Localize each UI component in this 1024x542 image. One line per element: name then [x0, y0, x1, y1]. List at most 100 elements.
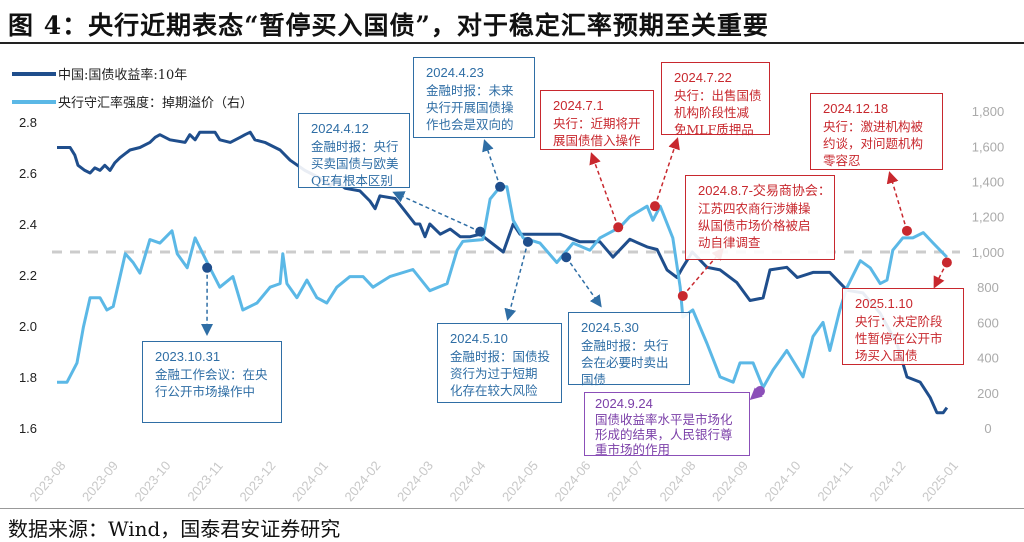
annotation-marker [754, 386, 765, 397]
annotation-date: 2023.10.31 [155, 349, 221, 364]
annotation-date: 2024.5.30 [581, 320, 639, 335]
annotation-text: 会在必要时卖出 [581, 355, 669, 370]
x-axis-tick-label: 2024-10 [761, 458, 803, 504]
annotation-text: 形成的结果，人民银行尊 [595, 427, 733, 442]
annotation-date: 2024.5.10 [450, 331, 508, 346]
annotation-date: 2024.4.23 [426, 65, 484, 80]
x-axis-tick-label: 2024-05 [499, 458, 541, 504]
left-axis-tick-label: 1.6 [19, 421, 37, 436]
right-axis-tick-label: 1,800 [972, 104, 1005, 119]
annotation-marker [495, 181, 506, 192]
annotation-text: 化存在较大风险 [450, 383, 538, 398]
annotation-box: 2024.5.10 金融时报：国债投 资行为过于短期 化存在较大风险 [437, 323, 562, 403]
right-axis-tick-label: 800 [977, 280, 999, 295]
annotation-text: 金融工作会议：在央 [155, 367, 268, 382]
x-axis-tick-label: 2023-09 [79, 458, 121, 504]
annotation-text: QE有根本区别 [311, 173, 393, 188]
legend-swatch-swap [12, 99, 56, 104]
annotation-date: 2024.8.7-交易商协会： [698, 183, 831, 198]
annotation-text: 买卖国债与欧美 [311, 156, 399, 171]
annotation-arrow [886, 171, 908, 232]
annotation-marker [677, 290, 688, 301]
annotation-box: 2024.7.22 央行：出售国债 机构阶段性减 免MLF质押品 [661, 62, 770, 137]
left-axis-tick-label: 2.2 [19, 268, 37, 283]
x-axis-tick-label: 2024-03 [394, 458, 436, 504]
left-axis-tick-label: 2.8 [19, 115, 37, 130]
annotation-text: 金融时报：央行 [581, 338, 669, 353]
annotation-text: 央行：近期将开 [553, 116, 641, 131]
x-axis-tick-label: 2023-10 [131, 458, 173, 504]
annotation-date: 2025.1.10 [855, 296, 913, 311]
annotation-text: 机构阶段性减 [674, 105, 750, 120]
source-rule [0, 508, 1024, 509]
annotation-text: 央行开展国债操 [426, 100, 514, 115]
x-axis-tick-label: 2024-06 [551, 458, 593, 504]
annotation-text: 央行：决定阶段 [855, 314, 943, 329]
x-axis-tick-label: 2023-11 [184, 458, 226, 503]
annotation-text: 金融时报：国债投 [450, 349, 551, 364]
source-note: 数据来源：Wind，国泰君安证券研究 [8, 517, 341, 541]
annotation-text: 行公开市场操作中 [155, 384, 256, 399]
x-axis-tick-label: 2024-09 [709, 458, 751, 504]
annotation-box: 2024.12.18 央行：激进机构被 约谈，对问题机构 零容忍 [810, 93, 943, 170]
annotation-text: 国债收益率水平是市场化 [595, 412, 733, 427]
annotation-box: 2024.5.30 金融时报：央行 会在必要时卖出 国债 [568, 312, 690, 387]
right-axis-tick-label: 1,000 [972, 245, 1005, 260]
x-axis-tick-label: 2024-11 [814, 458, 856, 503]
x-axis-tick-label: 2024-01 [289, 458, 331, 504]
annotation-text: 重市场的作用 [595, 442, 671, 457]
left-axis-tick-label: 2.6 [19, 166, 37, 181]
annotation-marker [522, 236, 533, 247]
annotation-text: 央行：出售国债 [674, 88, 762, 103]
annotation-marker [202, 262, 213, 273]
annotation-box: 2024.4.23 金融时报：未来 央行开展国债操 作也会是双向的 [413, 57, 535, 138]
annotation-text: 约谈，对问题机构 [823, 136, 924, 151]
annotation-arrow [504, 241, 529, 321]
legend-label-swap: 央行守汇率强度：掉期溢价（右） [58, 96, 254, 111]
annotation-box: 2024.7.1 央行：近期将开 展国债借入操作 [540, 90, 654, 150]
x-axis-tick-label: 2024-12 [866, 458, 908, 504]
annotation-box: 2024.4.12 金融时报：央行 买卖国债与欧美 QE有根本区别 [298, 113, 410, 188]
annotation-text: 纵国债市场价格被启 [698, 218, 811, 233]
left-axis-tick-label: 1.8 [19, 370, 37, 385]
annotation-arrow [565, 256, 602, 308]
title-rule [0, 42, 1024, 44]
annotation-marker [941, 257, 952, 268]
annotation-date: 2024.7.22 [674, 70, 732, 85]
annotation-text: 江苏四农商行涉嫌操 [698, 201, 811, 216]
legend-label-yield: 中国:国债收益率:10年 [58, 68, 188, 83]
annotation-text: 金融时报：央行 [311, 139, 399, 154]
annotation-text: 场买入国债 [855, 348, 918, 363]
x-axis-tick-label: 2024-02 [341, 458, 383, 504]
annotation-box: 2024.8.7-交易商协会： 江苏四农商行涉嫌操 纵国债市场价格被启 动自律调查 [685, 175, 835, 260]
annotation-marker [613, 222, 624, 233]
annotation-arrow [933, 262, 948, 289]
annotation-text: 央行：激进机构被 [823, 119, 924, 134]
annotation-marker [561, 252, 572, 263]
chart-title: 图 4：央行近期表态“暂停买入国债”，对于稳定汇率预期至关重要 [8, 11, 769, 40]
right-axis-tick-label: 0 [984, 421, 991, 436]
annotation-box: 2024.9.24 国债收益率水平是市场化 形成的结果，人民银行尊 重市场的作用 [584, 392, 750, 457]
series-line-swap-premium [57, 185, 948, 389]
x-axis-tick-label: 2023-12 [236, 458, 278, 504]
annotation-text: 国债 [581, 372, 607, 387]
annotation-date: 2024.12.18 [823, 101, 889, 116]
x-axis-tick-label: 2024-07 [604, 458, 646, 504]
annotation-box: 2023.10.31 金融工作会议：在央 行公开市场操作中 [142, 341, 282, 423]
annotation-arrow [654, 137, 680, 207]
annotation-marker [649, 201, 660, 212]
annotation-text: 性暂停在公开市 [855, 331, 943, 346]
series-line-yield-10y [57, 130, 949, 415]
annotation-date: 2024.4.12 [311, 121, 369, 136]
annotation-text: 动自律调查 [698, 235, 761, 250]
annotation-text: 免MLF质押品 [674, 122, 754, 137]
annotation-text: 金融时报：未来 [426, 83, 514, 98]
right-axis-tick-label: 600 [977, 315, 999, 330]
annotation-arrow [482, 139, 501, 188]
annotation-date: 2024.9.24 [595, 396, 653, 411]
annotation-marker [901, 225, 912, 236]
annotation-text: 作也会是双向的 [426, 117, 514, 132]
legend-item-yield: 中国:国债收益率:10年 [12, 64, 187, 83]
legend-item-swap: 央行守汇率强度：掉期溢价（右） [12, 92, 253, 111]
